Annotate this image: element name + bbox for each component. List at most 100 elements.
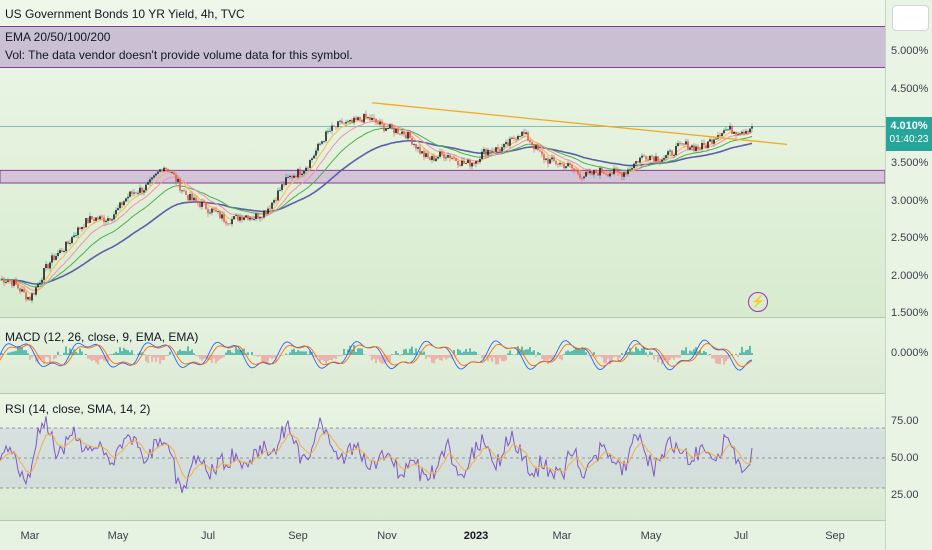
- price-candle: [445, 157, 447, 159]
- macd-histogram-bar: [745, 350, 747, 355]
- price-candle: [531, 142, 533, 146]
- macd-histogram-bar: [57, 351, 59, 355]
- macd-histogram-bar: [151, 355, 153, 362]
- macd-histogram-bar: [627, 352, 629, 355]
- price-candle: [423, 151, 425, 158]
- macd-legend-label[interactable]: MACD (12, 26, close, 9, EMA, EMA): [5, 330, 199, 344]
- price-candle: [37, 283, 39, 288]
- macd-histogram-bar: [291, 349, 293, 355]
- price-candle: [507, 142, 509, 146]
- pane-divider: [0, 520, 932, 521]
- macd-histogram-bar: [457, 349, 459, 355]
- price-candle: [727, 129, 729, 131]
- price-candle: [163, 167, 165, 172]
- price-candle: [657, 156, 659, 162]
- macd-histogram-bar: [411, 346, 413, 355]
- macd-histogram-bar: [363, 354, 365, 355]
- macd-histogram-bar: [705, 352, 707, 355]
- macd-histogram-bar: [671, 355, 673, 358]
- price-candle: [635, 161, 637, 164]
- macd-histogram-bar: [641, 348, 643, 355]
- price-candle: [677, 143, 679, 147]
- price-candle: [405, 134, 407, 139]
- pane-divider[interactable]: [0, 317, 932, 318]
- ema-legend-label[interactable]: EMA 20/50/100/200: [5, 30, 111, 44]
- price-candle: [53, 255, 55, 260]
- macd-histogram-bar: [633, 352, 635, 355]
- macd-histogram-bar: [21, 347, 23, 355]
- macd-histogram-bar: [681, 350, 683, 355]
- price-candle: [411, 138, 413, 145]
- price-candle: [161, 169, 163, 172]
- macd-histogram-bar: [399, 355, 401, 357]
- price-candle: [731, 125, 733, 134]
- price-candle: [127, 196, 129, 199]
- price-candle: [467, 159, 469, 164]
- macd-histogram-bar: [197, 355, 199, 357]
- pane-divider[interactable]: [0, 393, 932, 394]
- price-candle: [579, 174, 581, 178]
- macd-histogram-bar: [159, 355, 161, 365]
- price-candle: [665, 155, 667, 159]
- macd-histogram-bar: [493, 355, 495, 358]
- price-candle: [615, 168, 617, 171]
- macd-histogram-bar: [333, 355, 335, 359]
- macd-histogram-bar: [465, 349, 467, 355]
- rsi-legend-label[interactable]: RSI (14, close, SMA, 14, 2): [5, 402, 151, 416]
- scale-button[interactable]: [892, 5, 929, 31]
- macd-histogram-bar: [429, 355, 431, 358]
- macd-histogram-bar: [199, 355, 201, 359]
- lightning-icon[interactable]: ⚡: [748, 292, 768, 312]
- price-candle: [389, 124, 391, 129]
- symbol-title[interactable]: US Government Bonds 10 YR Yield, 4h, TVC: [5, 7, 245, 21]
- price-candle: [627, 169, 629, 175]
- time-tick: Jul: [200, 530, 216, 542]
- price-axis[interactable]: [885, 0, 932, 550]
- macd-histogram-bar: [117, 353, 119, 355]
- macd-histogram-bar: [127, 350, 129, 355]
- price-candle: [567, 163, 569, 167]
- price-candle: [695, 146, 697, 151]
- price-candle: [751, 126, 753, 129]
- price-candle: [415, 144, 417, 149]
- price-candle: [305, 167, 307, 171]
- macd-histogram-bar: [619, 355, 621, 358]
- price-candle: [195, 197, 197, 202]
- price-candle: [707, 141, 709, 148]
- macd-histogram-bar: [321, 355, 323, 360]
- price-candle: [529, 140, 531, 143]
- macd-histogram-bar: [531, 351, 533, 355]
- price-candle: [217, 211, 219, 213]
- price-candle: [493, 150, 495, 152]
- macd-histogram-bar: [713, 355, 715, 359]
- macd-histogram-bar: [203, 355, 205, 359]
- macd-histogram-bar: [677, 355, 679, 358]
- price-candle: [269, 208, 271, 210]
- price-candle: [645, 156, 647, 160]
- price-candle: [595, 170, 597, 173]
- macd-histogram-bar: [621, 352, 623, 355]
- price-candle: [333, 125, 335, 127]
- price-candle: [369, 117, 371, 121]
- macd-histogram-bar: [659, 355, 661, 360]
- macd-histogram-bar: [617, 355, 619, 362]
- rsi-pane[interactable]: [0, 394, 885, 520]
- chart-canvas[interactable]: [0, 0, 885, 550]
- price-candle: [617, 170, 619, 173]
- macd-histogram-bar: [89, 355, 91, 360]
- price-candle: [229, 223, 231, 225]
- price-candle: [63, 251, 65, 252]
- price-candle: [181, 190, 183, 192]
- macd-histogram-bar: [687, 353, 689, 355]
- volume-legend-label[interactable]: Vol: The data vendor doesn't provide vol…: [5, 48, 353, 62]
- macd-histogram-bar: [653, 355, 655, 360]
- price-candle: [215, 209, 217, 212]
- price-candle: [231, 219, 233, 225]
- macd-histogram-bar: [647, 355, 649, 357]
- macd-histogram-bar: [581, 347, 583, 355]
- macd-histogram-bar: [19, 346, 21, 355]
- price-candle: [285, 177, 287, 186]
- price-candle: [383, 124, 385, 131]
- price-candle: [633, 163, 635, 169]
- price-candle: [377, 122, 379, 125]
